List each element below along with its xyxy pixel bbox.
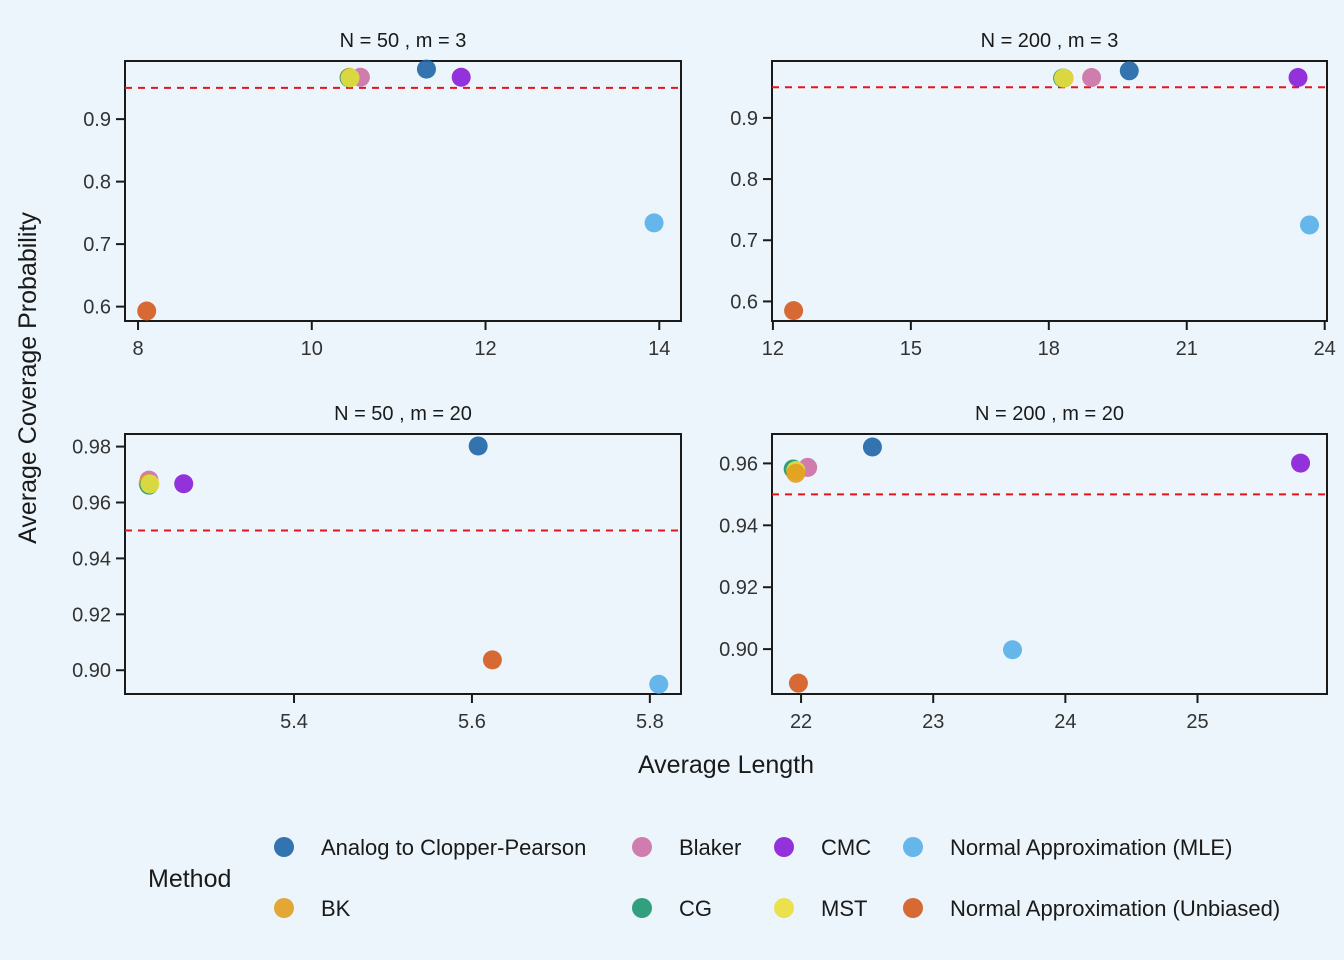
x-tick-label: 25 [1186, 711, 1208, 733]
x-tick-label: 14 [648, 338, 670, 360]
point-mst [1054, 68, 1074, 88]
panel-1: N = 50 , m = 3 8 10 12 14 0.6 0.7 0.8 0.9 [83, 30, 682, 360]
y-axis-label: Average Coverage Probability [14, 212, 42, 544]
legend-label: Blaker [679, 835, 741, 860]
panel-frame [124, 433, 682, 695]
legend-item-cg: CG [632, 896, 712, 921]
y-tick-label: 0.9 [730, 108, 758, 130]
point-nunb [137, 301, 157, 321]
point-nunb [788, 673, 808, 693]
panel-title: N = 200 , m = 20 [975, 403, 1124, 425]
panel-title: N = 50 , m = 3 [340, 30, 467, 52]
y-tick-label: 0.90 [72, 660, 111, 682]
point-acp [862, 437, 882, 457]
legend-marker [903, 837, 923, 857]
y-tick-label: 0.6 [730, 291, 758, 313]
panel-title: N = 200 , m = 3 [981, 30, 1119, 52]
x-tick-label: 12 [474, 338, 496, 360]
y-tick-label: 0.94 [72, 548, 111, 570]
y-tick-label: 0.7 [83, 234, 111, 256]
legend-marker [903, 898, 923, 918]
point-nunb [482, 650, 502, 670]
legend-label: BK [321, 896, 351, 921]
y-tick-label: 0.6 [83, 297, 111, 319]
legend-item-nunb: Normal Approximation (Unbiased) [903, 896, 1280, 921]
x-axis-label: Average Length [638, 751, 814, 779]
x-tick-label: 15 [900, 338, 922, 360]
panel-3: N = 50 , m = 20 5.4 5.6 5.8 0.90 0.92 0.94 0.96… [72, 403, 682, 733]
y-tick-label: 0.90 [719, 639, 758, 661]
y-tick-label: 0.92 [719, 577, 758, 599]
legend-item-cmc: CMC [774, 835, 871, 860]
y-tick-label: 0.8 [83, 172, 111, 194]
point-nmle [1300, 215, 1320, 235]
x-tick-label: 5.4 [280, 711, 308, 733]
x-tick-label: 24 [1314, 338, 1336, 360]
legend-item-bk: BK [274, 896, 351, 921]
y-tick-label: 0.96 [72, 492, 111, 514]
x-tick-label: 5.8 [636, 711, 664, 733]
panel-title: N = 50 , m = 20 [334, 403, 472, 425]
panel-4: N = 200 , m = 20 22 23 24 25 0.90 0.92 0.94 0.96 [719, 403, 1328, 733]
y-tick-label: 0.94 [719, 515, 758, 537]
legend-item-blaker: Blaker [632, 835, 741, 860]
legend-label: Normal Approximation (Unbiased) [950, 896, 1280, 921]
y-tick-label: 0.96 [719, 453, 758, 475]
point-nunb [784, 301, 804, 321]
legend-item-mst: MST [774, 896, 867, 921]
point-nmle [1003, 640, 1022, 660]
point-cmc [1291, 453, 1311, 473]
legend-label: CG [679, 896, 712, 921]
y-tick-label: 0.7 [730, 230, 758, 252]
legend: Method Analog to Clopper-Pearson Blaker CM… [148, 835, 1280, 921]
legend-marker [274, 898, 294, 918]
x-tick-label: 12 [762, 338, 784, 360]
legend-marker [274, 837, 294, 857]
point-cmc [1288, 68, 1308, 88]
point-nmle [649, 674, 669, 694]
x-tick-label: 10 [301, 338, 323, 360]
x-tick-label: 21 [1176, 338, 1198, 360]
legend-label: MST [821, 896, 867, 921]
legend-marker [632, 837, 652, 857]
legend-marker [632, 898, 652, 918]
legend-item-nmle: Normal Approximation (MLE) [903, 835, 1232, 860]
x-tick-label: 5.6 [458, 711, 486, 733]
legend-title: Method [148, 865, 231, 893]
panel-frame [771, 60, 1328, 322]
panel-frame [124, 60, 682, 322]
legend-item-acp: Analog to Clopper-Pearson [274, 835, 586, 860]
x-tick-label: 24 [1054, 711, 1076, 733]
point-acp [416, 59, 436, 79]
y-tick-label: 0.8 [730, 169, 758, 191]
x-tick-label: 18 [1038, 338, 1060, 360]
point-mst [340, 68, 360, 88]
x-tick-label: 22 [790, 711, 812, 733]
point-cmc [174, 474, 194, 494]
x-tick-label: 8 [132, 338, 143, 360]
point-bk [786, 463, 806, 483]
x-tick-label: 23 [922, 711, 944, 733]
legend-label: Analog to Clopper-Pearson [321, 835, 586, 860]
panels: N = 50 , m = 38 10 12 140.60.70.80.9N = 200… [72, 30, 1336, 733]
point-acp [1119, 61, 1139, 81]
y-tick-label: 0.98 [72, 437, 111, 459]
point-mst [140, 474, 160, 494]
y-tick-label: 0.92 [72, 604, 111, 626]
point-nmle [644, 213, 664, 233]
legend-marker [774, 837, 794, 857]
legend-label: Normal Approximation (MLE) [950, 835, 1232, 860]
panel-2: N = 200 , m = 3 12 15 18 21 24 0.6 0.7 0.8 0.9 [730, 30, 1336, 360]
panel-frame [771, 433, 1328, 695]
y-tick-label: 0.9 [83, 109, 111, 131]
legend-marker [774, 898, 794, 918]
point-blaker [1082, 68, 1102, 88]
point-acp [468, 436, 488, 456]
point-cmc [451, 67, 471, 87]
legend-label: CMC [821, 835, 871, 860]
